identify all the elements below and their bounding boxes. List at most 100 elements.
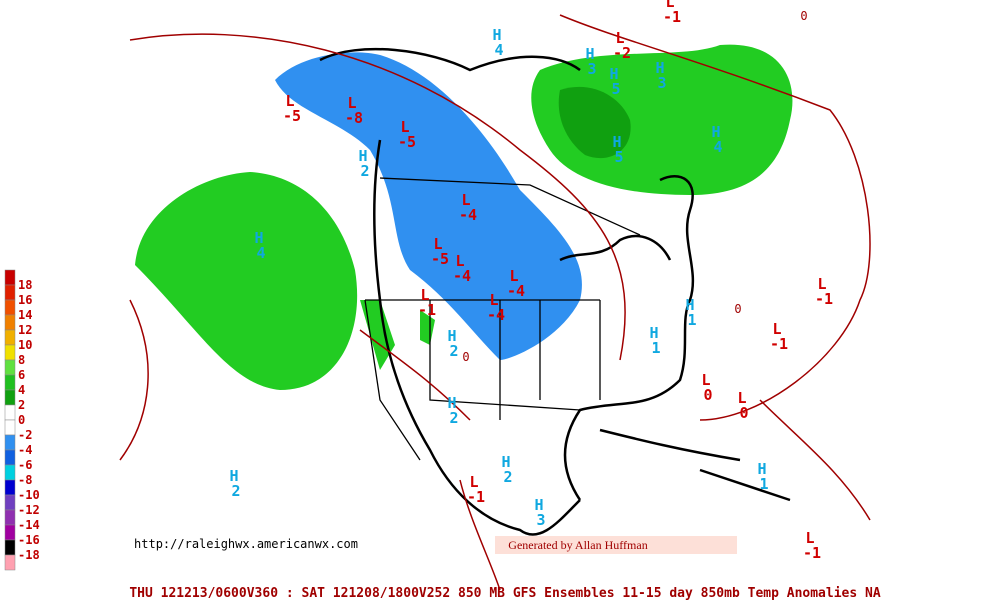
scale-swatch: [4, 494, 16, 511]
marker-type: L: [400, 118, 409, 136]
marker-value: -4: [507, 282, 525, 300]
scale-swatch: [4, 284, 16, 301]
scale-label: -10: [18, 488, 40, 502]
contour-label: 0: [800, 9, 807, 23]
marker-value: 4: [713, 138, 722, 156]
scale-swatch: [4, 299, 16, 316]
marker-type: L: [455, 252, 464, 270]
marker-value: 2: [360, 162, 369, 180]
scale-label: -6: [18, 458, 32, 472]
marker-type: H: [492, 26, 501, 44]
marker-value: 2: [449, 342, 458, 360]
marker-value: -2: [613, 44, 631, 62]
scale-label: -14: [18, 518, 40, 532]
marker-value: 3: [587, 60, 596, 78]
marker-type: H: [612, 133, 621, 151]
marker-type: L: [420, 286, 429, 304]
marker-value: 4: [256, 244, 265, 262]
marker-value: 2: [231, 482, 240, 500]
marker-value: 1: [759, 475, 768, 493]
marker-value: -1: [815, 290, 833, 308]
pressure-centers: H4L-5L-8 L-5L-4L-5 L-4 L-4L-4L-1H2H2H2H2H2H…: [229, 0, 833, 562]
scale-label: 12: [18, 323, 32, 337]
scale-label: -18: [18, 548, 40, 562]
scale-label: -2: [18, 428, 32, 442]
scale-swatch: [4, 554, 16, 571]
scale-swatch: [4, 389, 16, 406]
marker-value: -8: [345, 109, 363, 127]
scale-swatch: [4, 509, 16, 526]
marker-type: H: [649, 324, 658, 342]
marker-type: H: [711, 123, 720, 141]
marker-type: L: [285, 92, 294, 110]
marker-type: L: [489, 291, 498, 309]
scale-swatch: [4, 404, 16, 421]
marker-type: L: [461, 191, 470, 209]
marker-value: 3: [536, 511, 545, 529]
contour-label: 0: [462, 350, 469, 364]
marker-value: -1: [418, 301, 436, 319]
marker-type: H: [358, 147, 367, 165]
scale-swatch: [4, 344, 16, 361]
scale-label: 16: [18, 293, 32, 307]
marker-value: 2: [503, 468, 512, 486]
scale-label: 6: [18, 368, 25, 382]
marker-value: 0: [739, 404, 748, 422]
scale-swatch: [4, 314, 16, 331]
scale-label: -4: [18, 443, 32, 457]
marker-value: 5: [614, 148, 623, 166]
marker-type: L: [665, 0, 674, 11]
scale-swatch: [4, 449, 16, 466]
marker-value: -5: [283, 107, 301, 125]
scale-label: -8: [18, 473, 32, 487]
marker-type: H: [655, 59, 664, 77]
marker-value: 2: [449, 409, 458, 427]
marker-type: L: [433, 235, 442, 253]
marker-type: L: [737, 389, 746, 407]
marker-value: 1: [651, 339, 660, 357]
scale-swatch: [4, 359, 16, 376]
marker-type: L: [347, 94, 356, 112]
marker-value: -4: [453, 267, 471, 285]
marker-value: -5: [398, 133, 416, 151]
marker-type: H: [447, 394, 456, 412]
scale-swatch: [4, 434, 16, 451]
marker-value: 3: [657, 74, 666, 92]
marker-type: H: [501, 453, 510, 471]
marker-value: -1: [663, 8, 681, 26]
marker-type: L: [615, 29, 624, 47]
anomaly-shading: [135, 44, 793, 390]
marker-value: -1: [803, 544, 821, 562]
marker-value: -4: [459, 206, 477, 224]
scale-label: 18: [18, 278, 32, 292]
marker-type: L: [772, 320, 781, 338]
contours: [119, 14, 871, 591]
url: http://raleighwx.americanwx.com: [134, 537, 358, 551]
marker-type: H: [254, 229, 263, 247]
marker-value: -4: [487, 306, 505, 324]
scale-swatch: [4, 374, 16, 391]
marker-type: H: [534, 496, 543, 514]
credit: Generated by Allan Huffman: [508, 538, 647, 552]
marker-type: L: [701, 371, 710, 389]
scale-label: 2: [18, 398, 25, 412]
scale-swatch: [4, 479, 16, 496]
marker-type: H: [229, 467, 238, 485]
marker-type: L: [817, 275, 826, 293]
marker-type: H: [685, 296, 694, 314]
marker-value: 4: [494, 41, 503, 59]
scale-label: 14: [18, 308, 32, 322]
marker-type: L: [469, 473, 478, 491]
scale-swatch: [4, 269, 16, 286]
marker-value: 0: [703, 386, 712, 404]
scale-label: 0: [18, 413, 25, 427]
scale-swatch: [4, 329, 16, 346]
marker-type: H: [609, 65, 618, 83]
marker-value: -1: [770, 335, 788, 353]
scale-label: 8: [18, 353, 25, 367]
marker-value: -5: [431, 250, 449, 268]
marker-type: H: [585, 45, 594, 63]
marker-type: H: [757, 460, 766, 478]
